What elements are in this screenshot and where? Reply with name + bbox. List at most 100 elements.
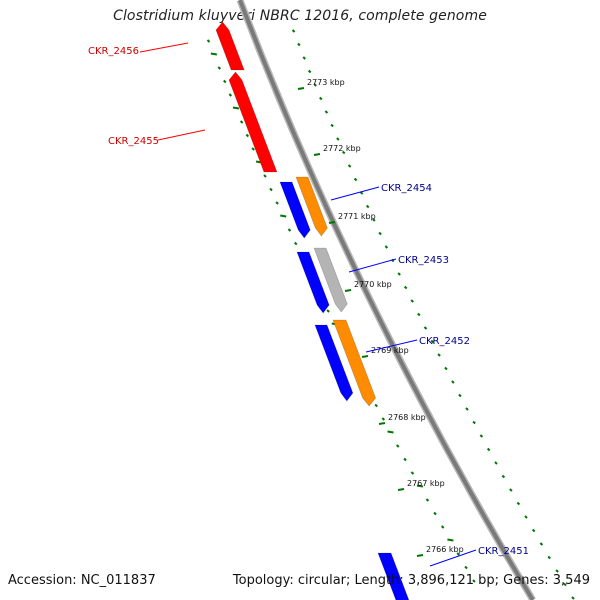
- outer-tick: [347, 164, 352, 168]
- outer-tick: [465, 407, 469, 411]
- outer-tick: [430, 339, 434, 344]
- gene-label: CKR_2453: [398, 255, 449, 266]
- outer-tick: [486, 447, 491, 452]
- inner-tick: [239, 120, 244, 124]
- outer-tick: [291, 29, 296, 33]
- outer-tick: [372, 218, 376, 222]
- inner-tick: [263, 174, 267, 178]
- cds-feature-ckr-2452: [332, 319, 376, 407]
- gene-feature-ckr-2453: [296, 251, 330, 314]
- kbp-tick: [397, 488, 405, 491]
- outer-tick: [324, 110, 329, 114]
- outer-tick: [494, 461, 498, 465]
- outer-tick: [423, 326, 428, 330]
- outer-tick: [297, 42, 301, 47]
- inner-tick: [275, 201, 279, 205]
- outer-tick: [417, 312, 421, 317]
- inner-tick: [232, 106, 240, 110]
- outer-tick: [501, 474, 506, 479]
- outer-tick: [307, 69, 312, 74]
- gene-label: CKR_2455: [108, 136, 159, 147]
- backbone-shadow: [236, 0, 536, 600]
- outer-tick: [378, 231, 382, 236]
- outer-tick: [403, 285, 408, 290]
- inner-tick: [396, 444, 400, 448]
- accession-text: Accession: NC_011837: [8, 573, 156, 588]
- outer-tick: [341, 150, 346, 155]
- gene-feature-ckr-2455: [228, 71, 278, 173]
- outer-tick: [524, 515, 528, 519]
- inner-tick: [472, 579, 476, 583]
- outer-tick: [516, 501, 521, 506]
- outer-tick: [555, 569, 559, 573]
- outer-tick: [531, 528, 536, 533]
- kbp-tick: [361, 355, 369, 358]
- inner-tick: [456, 552, 460, 556]
- kbp-label: 2766 kbp: [426, 545, 464, 554]
- kbp-label: 2768 kbp: [388, 413, 426, 422]
- inner-tick: [403, 457, 407, 462]
- inner-tick: [217, 66, 221, 70]
- inner-tick: [287, 228, 292, 232]
- inner-tick: [374, 403, 378, 408]
- outer-tick: [302, 56, 306, 60]
- gene-label: CKR_2452: [419, 336, 470, 347]
- gene-feature-ckr-2451: [377, 552, 410, 600]
- outer-tick: [313, 83, 317, 87]
- outer-tick: [451, 380, 455, 384]
- map-title: Clostridium kluyveri NBRC 12016, complet…: [113, 8, 487, 24]
- outer-tick: [472, 420, 476, 425]
- gene-feature-ckr-2454: [279, 181, 311, 239]
- outer-tick: [397, 272, 401, 276]
- inner-tick: [245, 133, 250, 138]
- outer-tick: [384, 245, 389, 249]
- kbp-tick: [344, 289, 352, 292]
- gene-leader-line: [330, 186, 380, 201]
- kbp-label: 2771 kbp: [338, 212, 376, 221]
- genome-summary-text: Topology: circular; Length: 3,896,121 bp…: [232, 573, 590, 588]
- gene-leader-line: [429, 549, 477, 567]
- gene-label: CKR_2456: [88, 46, 139, 57]
- kbp-label: 2769 kbp: [371, 346, 409, 355]
- inner-tick: [280, 214, 287, 218]
- inner-tick: [381, 417, 385, 421]
- outer-tick: [444, 366, 448, 371]
- inner-tick: [228, 93, 233, 97]
- inner-tick: [269, 187, 273, 192]
- inner-tick: [440, 525, 445, 529]
- gene-leader-line: [139, 42, 189, 53]
- gene-label: CKR_2451: [478, 546, 529, 557]
- outer-tick: [458, 393, 462, 398]
- gene-leader-line: [348, 258, 397, 273]
- kbp-label: 2767 kbp: [407, 479, 445, 488]
- outer-tick: [319, 96, 323, 101]
- outer-tick: [330, 123, 334, 128]
- kbp-tick: [378, 422, 386, 425]
- kbp-label: 2773 kbp: [307, 78, 345, 87]
- kbp-tick: [416, 554, 424, 557]
- outer-tick: [571, 596, 575, 600]
- inner-tick: [210, 52, 218, 56]
- outer-tick: [509, 488, 513, 492]
- kbp-tick: [297, 87, 305, 90]
- outer-tick: [365, 204, 370, 209]
- kbp-tick: [328, 221, 336, 224]
- inner-tick: [387, 430, 394, 434]
- inner-tick: [223, 79, 227, 84]
- outer-tick: [336, 137, 340, 141]
- outer-tick: [563, 582, 567, 587]
- inner-tick: [464, 565, 468, 570]
- misc-feature-ckr-2453: [313, 247, 348, 313]
- inner-tick: [416, 484, 424, 488]
- outer-tick: [479, 434, 484, 438]
- inner-tick: [447, 538, 454, 542]
- gene-leader-line: [157, 129, 206, 141]
- inner-tick: [410, 471, 415, 475]
- cds-feature-ckr-2454: [295, 176, 328, 237]
- kbp-label: 2772 kbp: [323, 144, 361, 153]
- outer-tick: [547, 555, 551, 560]
- gene-leader-line: [365, 339, 418, 353]
- inner-tick: [206, 39, 211, 43]
- gene-feature-ckr-2456: [215, 21, 245, 71]
